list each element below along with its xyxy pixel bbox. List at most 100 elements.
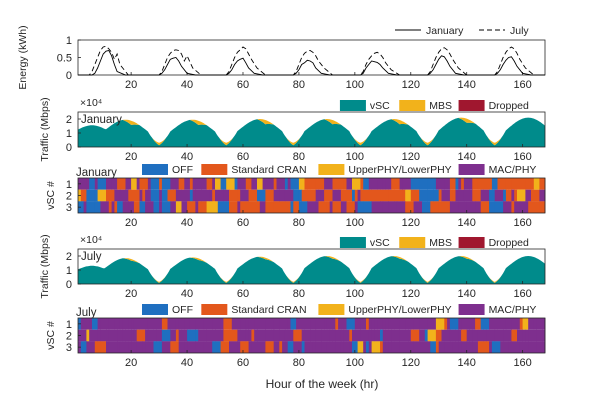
states-january-cell	[405, 189, 412, 202]
x-tick-label: 80	[293, 288, 305, 300]
states-july-cell	[187, 341, 196, 353]
states-july-cell	[106, 329, 110, 342]
states-january-cell	[332, 189, 342, 202]
states-july-cell	[475, 318, 482, 330]
states-july-cell	[391, 341, 395, 353]
traffic-january-legend-label: MBS	[429, 100, 452, 112]
states-january-cell	[271, 178, 275, 190]
states-january-cell	[352, 178, 361, 190]
states-july-cell	[257, 329, 266, 342]
states-january-cell	[326, 201, 331, 213]
states-july-panel: 20 40 60 80 100 120 140 160 123 vSC # July OFF Stand…	[45, 304, 546, 369]
states-july-cell	[452, 341, 459, 353]
states-july-cell	[136, 341, 143, 353]
states-january-cell	[201, 189, 210, 202]
states-july-cell	[161, 341, 171, 353]
states-january-cell	[133, 201, 140, 213]
states-january-cell	[449, 189, 454, 202]
states-july-cell	[293, 329, 303, 342]
states-july-cell	[321, 329, 331, 342]
states-january-cell	[83, 201, 87, 213]
states-july-title: July	[76, 307, 97, 319]
states-january-cell	[503, 189, 507, 202]
states-july-cell	[251, 341, 258, 353]
states-july-cell	[408, 341, 414, 353]
states-july-cell	[340, 341, 345, 353]
states-january-legend-label: UpperPHY/LowerPHY	[348, 164, 451, 176]
states-july-cell	[469, 318, 476, 330]
row-tick-label: 1	[66, 179, 72, 191]
states-january-cell	[181, 189, 191, 202]
states-january-legend-label: MAC/PHY	[489, 164, 537, 176]
states-july-cell	[427, 318, 437, 330]
states-january-cell	[402, 189, 406, 202]
states-july-cell	[500, 341, 510, 353]
states-january-cell	[452, 189, 456, 202]
states-july-cell	[212, 341, 221, 353]
states-july-ylabel: vSC #	[45, 321, 57, 350]
states-january-cell	[229, 189, 238, 202]
states-january-cell	[438, 201, 445, 213]
states-january-cell	[271, 201, 275, 213]
states-january-cell	[519, 178, 526, 190]
states-july-cell	[422, 341, 431, 353]
traffic-january-legend-label: Dropped	[489, 100, 529, 112]
states-july-cell	[503, 329, 512, 342]
states-july-cell	[388, 318, 395, 330]
x-tick-label: 80	[293, 151, 305, 163]
states-january-cell	[396, 201, 406, 213]
states-january-cell	[368, 189, 372, 202]
states-january-cell	[178, 178, 185, 190]
states-july-cell	[413, 341, 423, 353]
states-july-cell	[293, 341, 303, 353]
states-july-cell	[125, 329, 132, 342]
states-january-cell	[458, 201, 468, 213]
states-july-cell	[382, 341, 386, 353]
x-tick-label: 60	[237, 288, 249, 300]
states-july-cell	[181, 318, 185, 330]
states-july-cell	[206, 329, 216, 342]
traffic-july-legend-swatch	[339, 237, 366, 248]
states-january-cell	[284, 189, 294, 202]
traffic-january-axes-box	[77, 111, 546, 148]
states-july-cell	[360, 329, 370, 342]
states-january-cell	[223, 178, 227, 190]
states-july-legend-label: MAC/PHY	[489, 304, 537, 316]
states-january-cell	[167, 189, 174, 202]
x-tick-label: 60	[237, 217, 249, 229]
states-january-legend-swatch	[458, 164, 485, 175]
states-january-cell	[441, 189, 451, 202]
states-january-cell	[463, 189, 473, 202]
states-july-cell	[304, 341, 314, 353]
states-january-cell	[175, 189, 182, 202]
states-july-cell	[352, 341, 358, 353]
states-july-cell	[240, 318, 247, 330]
states-july-cell	[519, 318, 523, 330]
states-july-cell	[477, 341, 487, 353]
states-july-cell	[385, 318, 389, 330]
states-july-cell	[147, 329, 157, 342]
states-january-cell	[212, 189, 216, 202]
states-july-cell	[215, 329, 224, 342]
states-january-cell	[80, 178, 87, 190]
states-july-cell	[86, 329, 90, 342]
x-tick-label: 80	[293, 217, 305, 229]
states-january-cell	[371, 201, 381, 213]
states-january-cell	[511, 178, 521, 190]
states-january-cell	[282, 201, 291, 213]
traffic-january-ylabel: Traffic (Mbps)	[39, 97, 51, 161]
states-july-cell	[522, 329, 526, 342]
row-tick-label: 2	[66, 331, 72, 343]
states-july-cell	[265, 341, 275, 353]
states-january-legend-swatch	[318, 164, 345, 175]
states-january-cell	[304, 178, 311, 190]
states-january-legend-label: Standard CRAN	[231, 164, 306, 176]
states-january-cell	[528, 201, 535, 213]
states-january-cell	[301, 189, 308, 202]
states-july-cell	[444, 318, 448, 330]
x-tick-label: 20	[125, 79, 137, 91]
x-tick-label: 120	[402, 217, 420, 229]
states-july-cell	[248, 318, 255, 330]
states-july-cell	[254, 329, 258, 342]
